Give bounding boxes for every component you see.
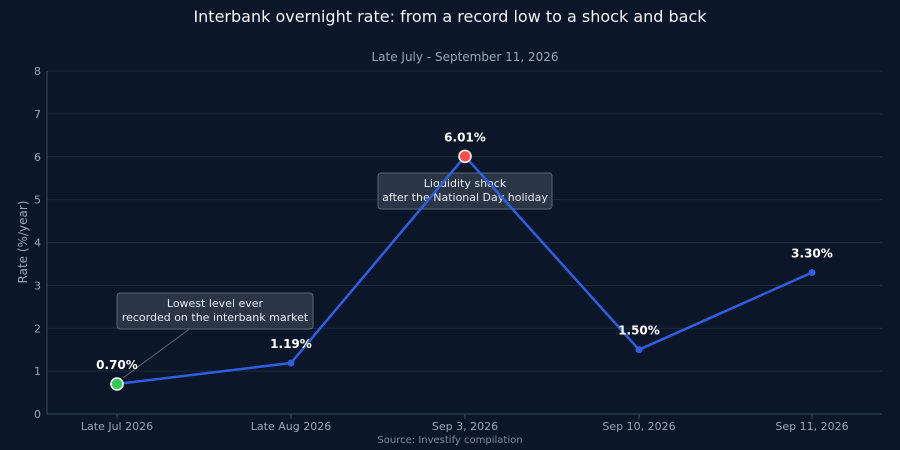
data-label: 3.30% [791,247,833,261]
y-tick-label: 8 [34,65,41,78]
annotation-text: after the National Day holiday [382,191,548,204]
series [110,149,816,391]
grid [46,70,882,415]
y-tick-label: 0 [34,408,41,421]
chart-title: Interbank overnight rate: from a record … [193,7,707,26]
y-tick-label: 1 [34,365,41,378]
annotation-leader [122,328,190,379]
y-tick-label: 3 [34,279,41,292]
data-labels: 0.70% 1.19% 6.01% 1.50% 3.30% [96,130,833,372]
x-tick-label: Late Aug 2026 [251,420,331,433]
source-note: Source: Investify compilation [377,435,522,446]
annotation-text: recorded on the interbank market [122,311,309,324]
x-axis-ticks: Late Jul 2026 Late Aug 2026 Sep 3, 2026 Sep… [81,414,849,433]
x-tick-label: Late Jul 2026 [81,420,153,433]
data-point [635,346,643,354]
y-tick-label: 6 [34,151,41,164]
y-tick-label: 7 [34,108,41,121]
chart-subtitle: Late July - September 11, 2026 [371,50,558,64]
y-axis-label: Rate (%/year) [16,201,30,284]
y-tick-label: 2 [34,322,41,335]
x-tick-label: Sep 10, 2026 [602,420,675,433]
data-label: 1.19% [270,337,312,351]
data-label: 0.70% [96,358,138,372]
y-axis-ticks: 0 1 2 3 4 5 6 7 8 [34,65,41,421]
highlight-point [110,377,124,391]
data-label: 1.50% [618,324,660,338]
data-label: 6.01% [444,130,486,144]
data-point [287,359,295,367]
annotation-box [377,172,553,210]
highlight-point [458,149,472,164]
y-tick-label: 5 [34,194,41,207]
annotation-text: Lowest level ever [167,297,264,310]
y-tick-label: 4 [34,237,41,250]
annotation-box [116,292,314,330]
data-point [808,269,816,277]
x-tick-label: Sep 11, 2026 [775,420,848,433]
x-tick-label: Sep 3, 2026 [432,420,498,433]
